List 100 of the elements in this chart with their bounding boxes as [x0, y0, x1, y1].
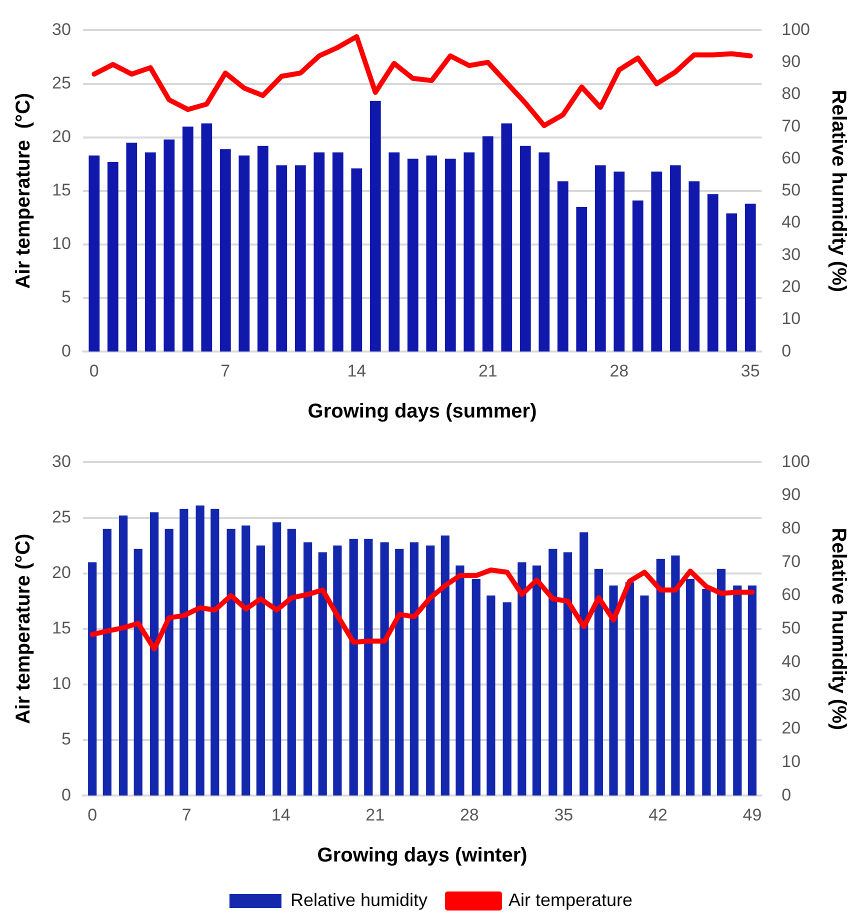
x-tick-label: 35 [740, 361, 760, 380]
bar [238, 156, 250, 352]
bar [716, 568, 726, 796]
y-tick-label: 30 [52, 20, 71, 39]
bar [726, 213, 738, 352]
bar [632, 200, 644, 352]
x-tick-label: 0 [88, 805, 98, 824]
bar [501, 123, 512, 352]
bar [456, 566, 464, 796]
x-tick-label: 49 [742, 805, 762, 824]
bar [532, 566, 542, 796]
bar [272, 522, 282, 796]
bar [538, 152, 550, 352]
bar [688, 181, 700, 352]
bar [520, 146, 531, 352]
x-tick-label: 35 [554, 805, 574, 824]
y2-axis-title: Relative humidity (%) [827, 528, 850, 730]
bar [440, 536, 450, 796]
bar [226, 528, 236, 796]
bar [670, 165, 681, 352]
bar [349, 538, 358, 796]
y-tick-label: 0 [61, 785, 71, 804]
y2-tick-label: 80 [782, 518, 801, 538]
bar [294, 165, 306, 352]
bar [276, 165, 288, 352]
x-axis-title: Growing days (winter) [317, 844, 528, 867]
y2-tick-label: 30 [782, 244, 801, 264]
y-tick-label: 25 [52, 507, 71, 526]
y-tick-label: 25 [52, 73, 71, 92]
y2-tick-label: 50 [782, 180, 801, 200]
y2-tick-label: 40 [782, 212, 801, 232]
y2-tick-label: 40 [782, 652, 801, 671]
x-axis-title: Growing days (summer) [308, 400, 537, 423]
bar [220, 149, 231, 352]
bar [182, 126, 194, 352]
bar [257, 146, 268, 352]
bar [576, 206, 588, 352]
x-tick-label: 42 [648, 805, 668, 824]
bar [410, 542, 418, 796]
bar [656, 558, 665, 796]
bar [88, 562, 97, 796]
y2-tick-label: 50 [782, 618, 801, 638]
y2-axis-title: Relative humidity (%) [827, 90, 850, 292]
legend-label: Air temperature [508, 890, 633, 910]
bar [332, 152, 344, 352]
bar [256, 546, 265, 796]
y2-tick-label: 60 [782, 585, 801, 604]
y-tick-label: 15 [52, 180, 71, 200]
x-tick-label: 21 [366, 805, 385, 824]
bar [144, 152, 156, 352]
y-tick-label: 15 [52, 618, 71, 638]
x-tick-label: 7 [182, 805, 192, 824]
bar [518, 562, 526, 796]
bar [333, 546, 342, 796]
bar [380, 542, 389, 796]
y2-tick-label: 100 [782, 20, 810, 39]
bar [88, 156, 100, 352]
bar [482, 136, 494, 352]
bar [557, 181, 568, 352]
y-tick-label: 20 [52, 563, 71, 582]
y2-tick-label: 70 [782, 116, 801, 136]
x-tick-label: 0 [89, 361, 99, 380]
bar [407, 158, 418, 352]
bar [563, 552, 572, 796]
bar [395, 548, 404, 796]
bar [426, 546, 435, 796]
bar [370, 100, 381, 352]
bar [614, 172, 625, 352]
y2-tick-label: 90 [782, 485, 801, 504]
bar [707, 194, 718, 352]
x-tick-label: 21 [478, 361, 498, 380]
bar [287, 528, 296, 796]
bar [126, 142, 138, 352]
y2-tick-label: 80 [782, 84, 801, 104]
y-tick-label: 30 [52, 452, 71, 471]
bar [486, 596, 496, 796]
y2-tick-label: 0 [782, 341, 792, 360]
bar [164, 139, 175, 352]
y2-tick-label: 90 [782, 52, 801, 72]
bar [242, 526, 250, 796]
y-tick-label: 5 [61, 288, 71, 307]
bar [594, 568, 603, 796]
bar [640, 596, 649, 796]
y2-tick-label: 70 [782, 552, 801, 571]
bar [351, 168, 362, 352]
y2-tick-label: 30 [782, 685, 801, 704]
bar [364, 538, 373, 796]
legend-label: Relative humidity [290, 890, 428, 910]
y-tick-label: 5 [61, 730, 71, 749]
bar [464, 152, 475, 352]
bar [625, 582, 634, 796]
bar [150, 512, 159, 796]
bar [748, 586, 757, 796]
bar [502, 602, 512, 796]
bar [444, 158, 456, 352]
bar [594, 165, 606, 352]
bar [107, 162, 118, 352]
bar [201, 123, 212, 352]
bar [119, 516, 128, 796]
bar [388, 152, 400, 352]
